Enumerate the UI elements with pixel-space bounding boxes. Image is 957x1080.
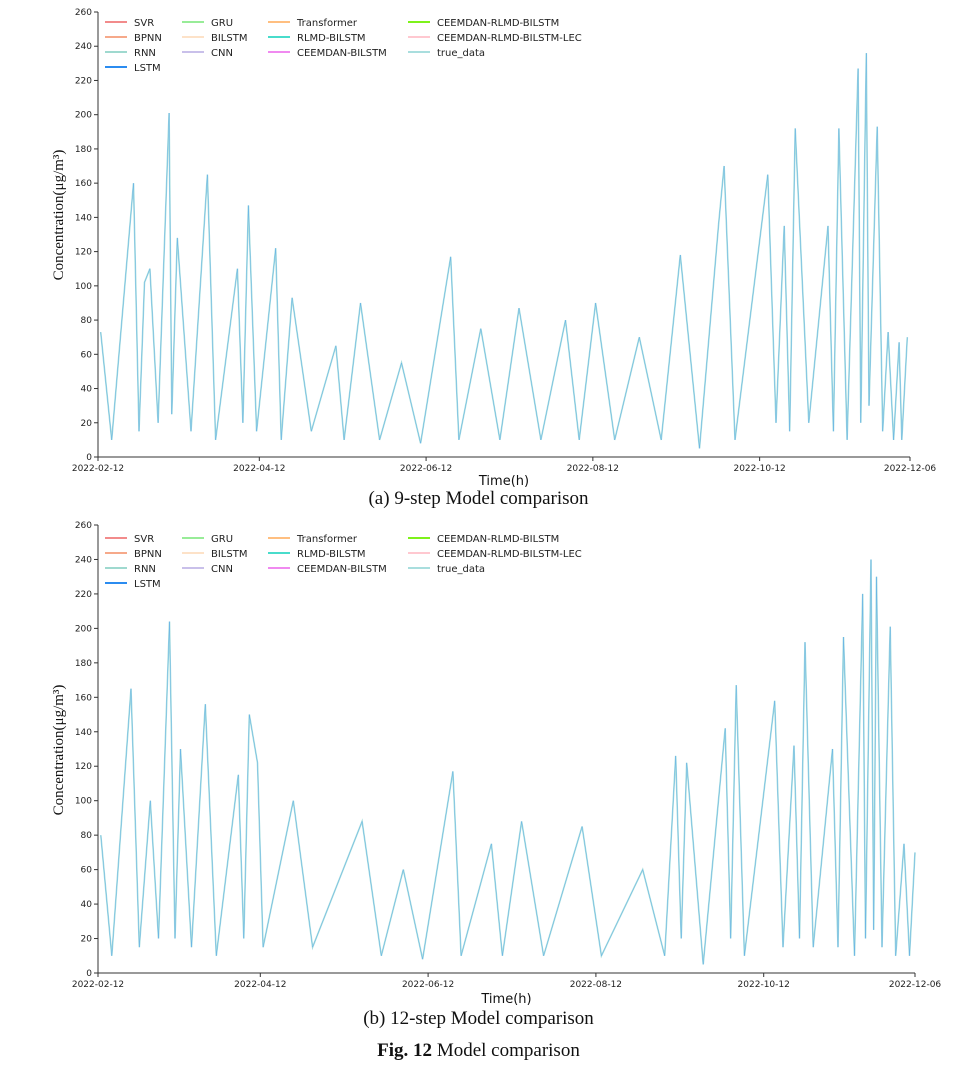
legend-label: Transformer [296, 18, 358, 29]
y-tick-label: 140 [75, 728, 92, 738]
x-tick-label: 2022-12-06 [889, 980, 942, 990]
legend-label: BILSTM [211, 549, 247, 560]
x-tick-label: 2022-10-12 [733, 464, 785, 474]
x-axis-label: Time(h) [480, 992, 531, 1007]
figure-title: Model comparison [436, 1040, 580, 1061]
y-axis-label: Concentration(μg/m³) [51, 150, 67, 281]
y-tick-label: 120 [75, 762, 92, 772]
figure-label: Fig. 12 [377, 1040, 433, 1061]
y-tick-label: 160 [75, 179, 92, 189]
legend: SVR BPNN RNN LSTM GRU BILSTM CNN Transformer RLM… [105, 18, 582, 74]
y-tick-label: 0 [86, 969, 92, 979]
legend-label: CEEMDAN-RLMD-BILSTM [437, 18, 559, 29]
legend-label: CEEMDAN-RLMD-BILSTM-LEC [437, 33, 582, 44]
series-line-true_data [99, 53, 909, 449]
legend-label: CEEMDAN-RLMD-BILSTM [437, 534, 559, 545]
y-tick-label: 80 [81, 831, 93, 841]
legend-label: CEEMDAN-BILSTM [297, 48, 387, 59]
legend-label: LSTM [134, 579, 161, 590]
x-tick-label: 2022-04-12 [234, 980, 286, 990]
x-tick-label: 2022-04-12 [233, 464, 285, 474]
legend-label: SVR [134, 18, 154, 29]
legend-label: true_data [437, 48, 485, 59]
series-line-overlay [100, 559, 916, 965]
legend-label: BPNN [134, 549, 162, 560]
chart-a: 0 20 40 60 80 100 120 140 160 180 200 220 240 260 2022… [51, 8, 936, 489]
caption-b: (b) 12-step Model comparison [363, 1008, 594, 1029]
legend-label: LSTM [134, 63, 161, 74]
y-tick-label: 260 [75, 521, 92, 531]
legend-label: CNN [211, 48, 233, 59]
y-tick-label: 0 [86, 453, 92, 463]
y-tick-label: 100 [75, 797, 92, 807]
x-tick-label: 2022-08-12 [567, 464, 619, 474]
legend-label: Transformer [296, 534, 358, 545]
chart-b: 0 20 40 60 80 100 120 140 160 180 200 220 240 260 2022… [51, 521, 941, 1007]
legend-label: SVR [134, 534, 154, 545]
x-tick-label: 2022-10-12 [738, 980, 790, 990]
y-tick-label: 180 [75, 659, 92, 669]
y-tick-label: 40 [81, 900, 93, 910]
y-tick-label: 80 [81, 316, 93, 326]
y-tick-label: 120 [75, 248, 92, 258]
legend-label: BPNN [134, 33, 162, 44]
legend-label: RNN [134, 48, 156, 59]
legend-label: true_data [437, 564, 485, 575]
caption-a: (a) 9-step Model comparison [368, 488, 589, 509]
y-tick-label: 220 [75, 76, 92, 86]
legend-label: GRU [211, 18, 233, 29]
series-line-overlay [100, 53, 908, 449]
y-tick-label: 60 [81, 866, 93, 876]
y-tick-label: 60 [81, 350, 93, 360]
y-tick-label: 100 [75, 282, 92, 292]
y-tick-label: 200 [75, 624, 92, 634]
x-axis-label: Time(h) [478, 474, 529, 489]
x-tick-label: 2022-12-06 [884, 464, 937, 474]
y-tick-label: 20 [81, 419, 93, 429]
y-tick-label: 240 [75, 42, 92, 52]
x-tick-label: 2022-06-12 [400, 464, 452, 474]
x-tick-label: 2022-06-12 [402, 980, 454, 990]
figure-caption: Fig. 12 Model comparison [0, 1040, 957, 1062]
legend-label: CEEMDAN-BILSTM [297, 564, 387, 575]
y-tick-label: 20 [81, 935, 93, 945]
legend-label: RLMD-BILSTM [297, 33, 366, 44]
legend-label: BILSTM [211, 33, 247, 44]
x-tick-label: 2022-02-12 [72, 464, 124, 474]
y-tick-label: 160 [75, 693, 92, 703]
legend-label: RLMD-BILSTM [297, 549, 366, 560]
legend-label: CNN [211, 564, 233, 575]
legend-label: GRU [211, 534, 233, 545]
y-tick-label: 180 [75, 145, 92, 155]
y-tick-label: 40 [81, 385, 93, 395]
y-tick-label: 140 [75, 213, 92, 223]
legend-label: CEEMDAN-RLMD-BILSTM-LEC [437, 549, 582, 560]
legend: SVR BPNN RNN LSTM GRU BILSTM CNN Transformer RLM… [105, 534, 582, 590]
y-tick-label: 220 [75, 590, 92, 600]
x-tick-label: 2022-08-12 [570, 980, 622, 990]
legend-label: RNN [134, 564, 156, 575]
y-tick-label: 260 [75, 8, 92, 18]
x-tick-label: 2022-02-12 [72, 980, 124, 990]
y-tick-label: 240 [75, 555, 92, 565]
y-axis-label: Concentration(μg/m³) [51, 685, 67, 816]
y-tick-label: 200 [75, 111, 92, 121]
